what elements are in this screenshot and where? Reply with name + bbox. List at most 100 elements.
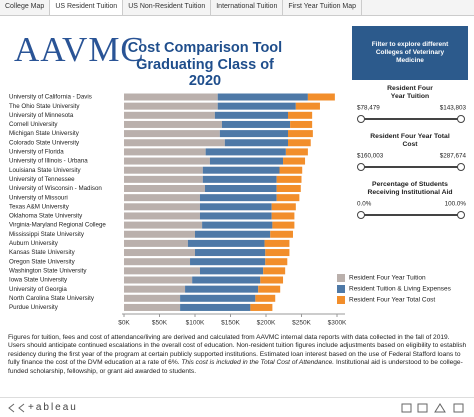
- y-tick-label: Texas A&M University: [9, 203, 70, 210]
- filter-title: Percentage of Students Receiving Institut…: [367, 181, 452, 196]
- bar-segment: [202, 175, 277, 183]
- y-tick-label: North Carolina State University: [9, 295, 95, 302]
- bar-segment: [124, 212, 200, 220]
- bar-segment: [124, 139, 225, 147]
- bar-segment: [190, 258, 266, 266]
- x-tick-label: $0K: [118, 320, 130, 327]
- y-tick-label: The Ohio State University: [9, 103, 80, 110]
- bar-segment: [124, 230, 195, 238]
- bar-segment: [199, 203, 272, 211]
- bar-segment: [217, 102, 296, 110]
- bar-segment: [214, 111, 289, 119]
- slider-handle[interactable]: [357, 163, 365, 171]
- bar-segment: [124, 203, 200, 211]
- bar-segment: [205, 148, 286, 156]
- bar-segment: [285, 148, 308, 156]
- bar-segment: [221, 120, 291, 128]
- slider-handle[interactable]: [457, 163, 465, 171]
- bar-segment: [263, 267, 286, 275]
- legend-label: Resident Four Year Total Cost: [349, 297, 435, 304]
- slider-handle[interactable]: [357, 115, 365, 123]
- filter-title-line: Resident Four: [387, 85, 433, 92]
- tab[interactable]: US Non-Resident Tuition: [123, 0, 212, 15]
- brand[interactable]: +ableau: [28, 402, 78, 413]
- slider-handle[interactable]: [357, 211, 365, 219]
- bar-segment: [124, 166, 203, 174]
- y-tick-label: Oregon State University: [9, 258, 76, 265]
- bar-segment: [124, 285, 186, 293]
- bar-segment: [288, 139, 311, 147]
- tab[interactable]: College Map: [0, 0, 51, 15]
- y-tick-label: University of California - Davis: [9, 94, 92, 101]
- toolbar-icons[interactable]: [400, 402, 470, 414]
- filter-max: $143,803: [440, 105, 467, 112]
- y-tick-label: University of Wisconsin - Madison: [9, 185, 102, 192]
- tab[interactable]: First Year Tuition Map: [283, 0, 363, 15]
- bar-segment: [124, 249, 195, 257]
- footer: +ableau: [0, 397, 474, 417]
- y-tick-label: University of Florida: [9, 149, 64, 156]
- bar-segment: [270, 230, 293, 238]
- bar-segment: [124, 239, 188, 247]
- filter-title-line: Receiving Institutional Aid: [367, 189, 452, 196]
- bar-segment: [295, 102, 320, 110]
- chart: $0K $50K $100K $150K $200K $250K $300K Universi…: [9, 85, 467, 327]
- y-tick-label: Purdue University: [9, 304, 59, 311]
- bar-segment: [283, 157, 306, 165]
- filter-title-line: Percentage of Students: [372, 181, 448, 188]
- filter-title-line: Cost: [402, 141, 418, 148]
- x-tick-label: $200K: [257, 320, 276, 327]
- nav-icons[interactable]: [6, 403, 26, 413]
- bar-segment: [124, 194, 200, 202]
- bar-segment: [279, 166, 303, 174]
- tab[interactable]: US Resident Tuition: [50, 0, 124, 15]
- tab[interactable]: International Tuition: [211, 0, 284, 15]
- subtitle: Graduating Class of 2020: [136, 57, 274, 89]
- filter-title: Resident Four Year Total Cost: [370, 133, 450, 148]
- filter-max: $287,674: [440, 153, 467, 160]
- filter-min: $78,479: [357, 105, 380, 112]
- bar-segment: [276, 185, 301, 192]
- bar-segment: [265, 249, 290, 257]
- filter-title-line: Resident Four Year Total: [370, 133, 450, 140]
- filter-max: 100.0%: [445, 201, 467, 208]
- bar-segment: [185, 285, 259, 293]
- bar-segment: [255, 294, 276, 302]
- filter-title: Resident Four Year Tuition: [387, 85, 433, 100]
- bar-segment: [195, 249, 266, 257]
- bar-segment: [124, 294, 181, 302]
- bar-segment: [271, 203, 296, 211]
- y-tick-label: Auburn University: [9, 240, 59, 247]
- y-tick-label: Washington State University: [9, 267, 87, 274]
- bar-segment: [224, 139, 289, 147]
- bar-segment: [124, 130, 220, 138]
- legend-swatch: [337, 296, 345, 304]
- slider-handle[interactable]: [457, 211, 465, 219]
- bar-segment: [180, 303, 251, 311]
- bar-segment: [124, 93, 218, 101]
- bar-segment: [187, 239, 265, 247]
- y-tick-label: Oklahoma State University: [9, 213, 83, 220]
- filter-button[interactable]: Filter to explore different Colleges of …: [352, 26, 468, 80]
- filter-title-line: Year Tuition: [391, 93, 429, 100]
- filter-min: 0.0%: [357, 201, 372, 208]
- y-tick-label: University of Georgia: [9, 286, 67, 293]
- bar-segment: [124, 221, 203, 229]
- y-tick-label: Cornell University: [9, 121, 58, 128]
- bar-segment: [219, 130, 289, 138]
- footnote-italic: This cost is included in the Total Cost …: [181, 359, 335, 367]
- y-tick-label: University of Missouri: [9, 194, 68, 201]
- bar-segment: [124, 148, 206, 156]
- legend-label: Resident Tuition & Living Expenses: [349, 286, 452, 293]
- slider-handle[interactable]: [457, 115, 465, 123]
- bar-segment: [192, 276, 261, 284]
- bar-segment: [265, 258, 288, 266]
- bar-segment: [124, 111, 215, 119]
- bar-segment: [180, 294, 256, 302]
- bar-segment: [290, 120, 313, 128]
- logo: AAVMC: [14, 30, 145, 69]
- x-tick-label: $50K: [152, 320, 168, 327]
- bar-segment: [124, 267, 200, 275]
- bar-segment: [217, 93, 308, 101]
